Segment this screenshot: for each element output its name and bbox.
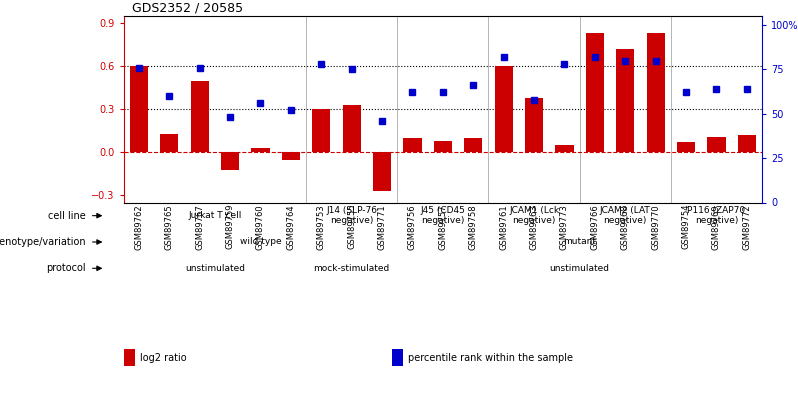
Bar xyxy=(251,148,270,152)
Text: unstimulated: unstimulated xyxy=(550,264,610,273)
Text: J45 (CD45
negative): J45 (CD45 negative) xyxy=(421,206,465,225)
Text: P116 (ZAP70
negative): P116 (ZAP70 negative) xyxy=(687,206,745,225)
Bar xyxy=(586,33,604,152)
Bar xyxy=(403,138,421,152)
Text: unstimulated: unstimulated xyxy=(185,264,245,273)
Bar xyxy=(392,349,403,366)
Bar xyxy=(495,66,513,152)
Bar xyxy=(373,152,391,191)
Text: J14 (SLP-76
negative): J14 (SLP-76 negative) xyxy=(326,206,377,225)
Text: genotype/variation: genotype/variation xyxy=(0,237,86,247)
Bar xyxy=(707,136,725,152)
Text: JCAM1 (Lck
negative): JCAM1 (Lck negative) xyxy=(509,206,559,225)
Bar xyxy=(677,142,695,152)
Bar xyxy=(342,105,361,152)
Bar xyxy=(130,66,148,152)
Text: wild type: wild type xyxy=(239,237,282,247)
Bar xyxy=(282,152,300,160)
Bar xyxy=(464,138,483,152)
Bar xyxy=(738,135,756,152)
Text: protocol: protocol xyxy=(46,263,86,273)
Text: percentile rank within the sample: percentile rank within the sample xyxy=(408,353,573,363)
Bar xyxy=(646,33,665,152)
Bar xyxy=(191,81,209,152)
Text: mock-stimulated: mock-stimulated xyxy=(314,264,389,273)
Text: log2 ratio: log2 ratio xyxy=(140,353,186,363)
Bar xyxy=(555,145,574,152)
Text: JCAM2 (LAT
negative): JCAM2 (LAT negative) xyxy=(600,206,650,225)
Bar xyxy=(160,134,179,152)
Bar xyxy=(124,349,135,366)
Bar xyxy=(312,109,330,152)
Bar xyxy=(616,49,634,152)
Bar xyxy=(434,141,452,152)
Text: mutant: mutant xyxy=(563,237,596,247)
Text: Jurkat T cell: Jurkat T cell xyxy=(188,211,242,220)
Bar xyxy=(525,98,543,152)
Text: GDS2352 / 20585: GDS2352 / 20585 xyxy=(132,1,243,14)
Bar xyxy=(221,152,239,170)
Text: cell line: cell line xyxy=(49,211,86,221)
